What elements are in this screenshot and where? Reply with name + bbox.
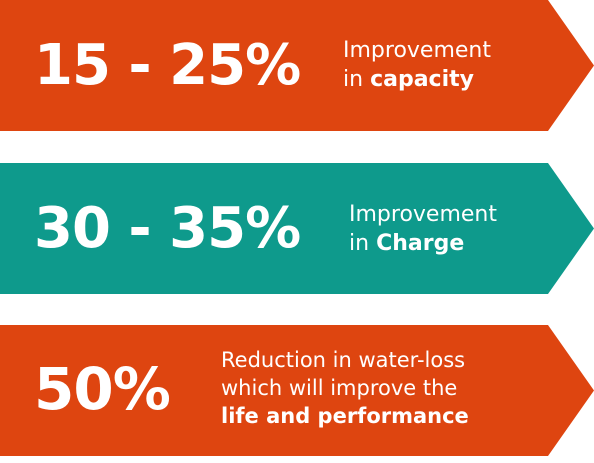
- capacity-line-2-bold: capacity: [370, 67, 474, 92]
- water-loss-percentage: 50%: [34, 355, 171, 423]
- charge-line-2-bold: Charge: [376, 231, 465, 256]
- capacity-percentage: 15 - 25%: [34, 33, 301, 98]
- capacity-banner: [0, 0, 594, 131]
- capacity-line-2-prefix: in: [343, 67, 371, 92]
- charge-percentage: 30 - 35%: [34, 196, 301, 261]
- water-loss-line-3: life and performance: [221, 404, 469, 428]
- charge-description: Improvement in Charge: [349, 200, 497, 258]
- capacity-description: Improvement in capacity: [343, 36, 491, 94]
- charge-line-2-prefix: in: [349, 231, 377, 256]
- charge-line-2: in Charge: [349, 229, 497, 258]
- charge-line-1: Improvement: [349, 202, 497, 227]
- water-loss-line-1: Reduction in water-loss: [221, 348, 466, 372]
- water-loss-banner: [0, 325, 594, 456]
- charge-banner: [0, 163, 594, 294]
- capacity-line-1: Improvement: [343, 38, 491, 63]
- capacity-line-2: in capacity: [343, 65, 491, 94]
- water-loss-description: Reduction in water-loss which will impro…: [221, 346, 469, 430]
- water-loss-line-2: which will improve the: [221, 376, 458, 400]
